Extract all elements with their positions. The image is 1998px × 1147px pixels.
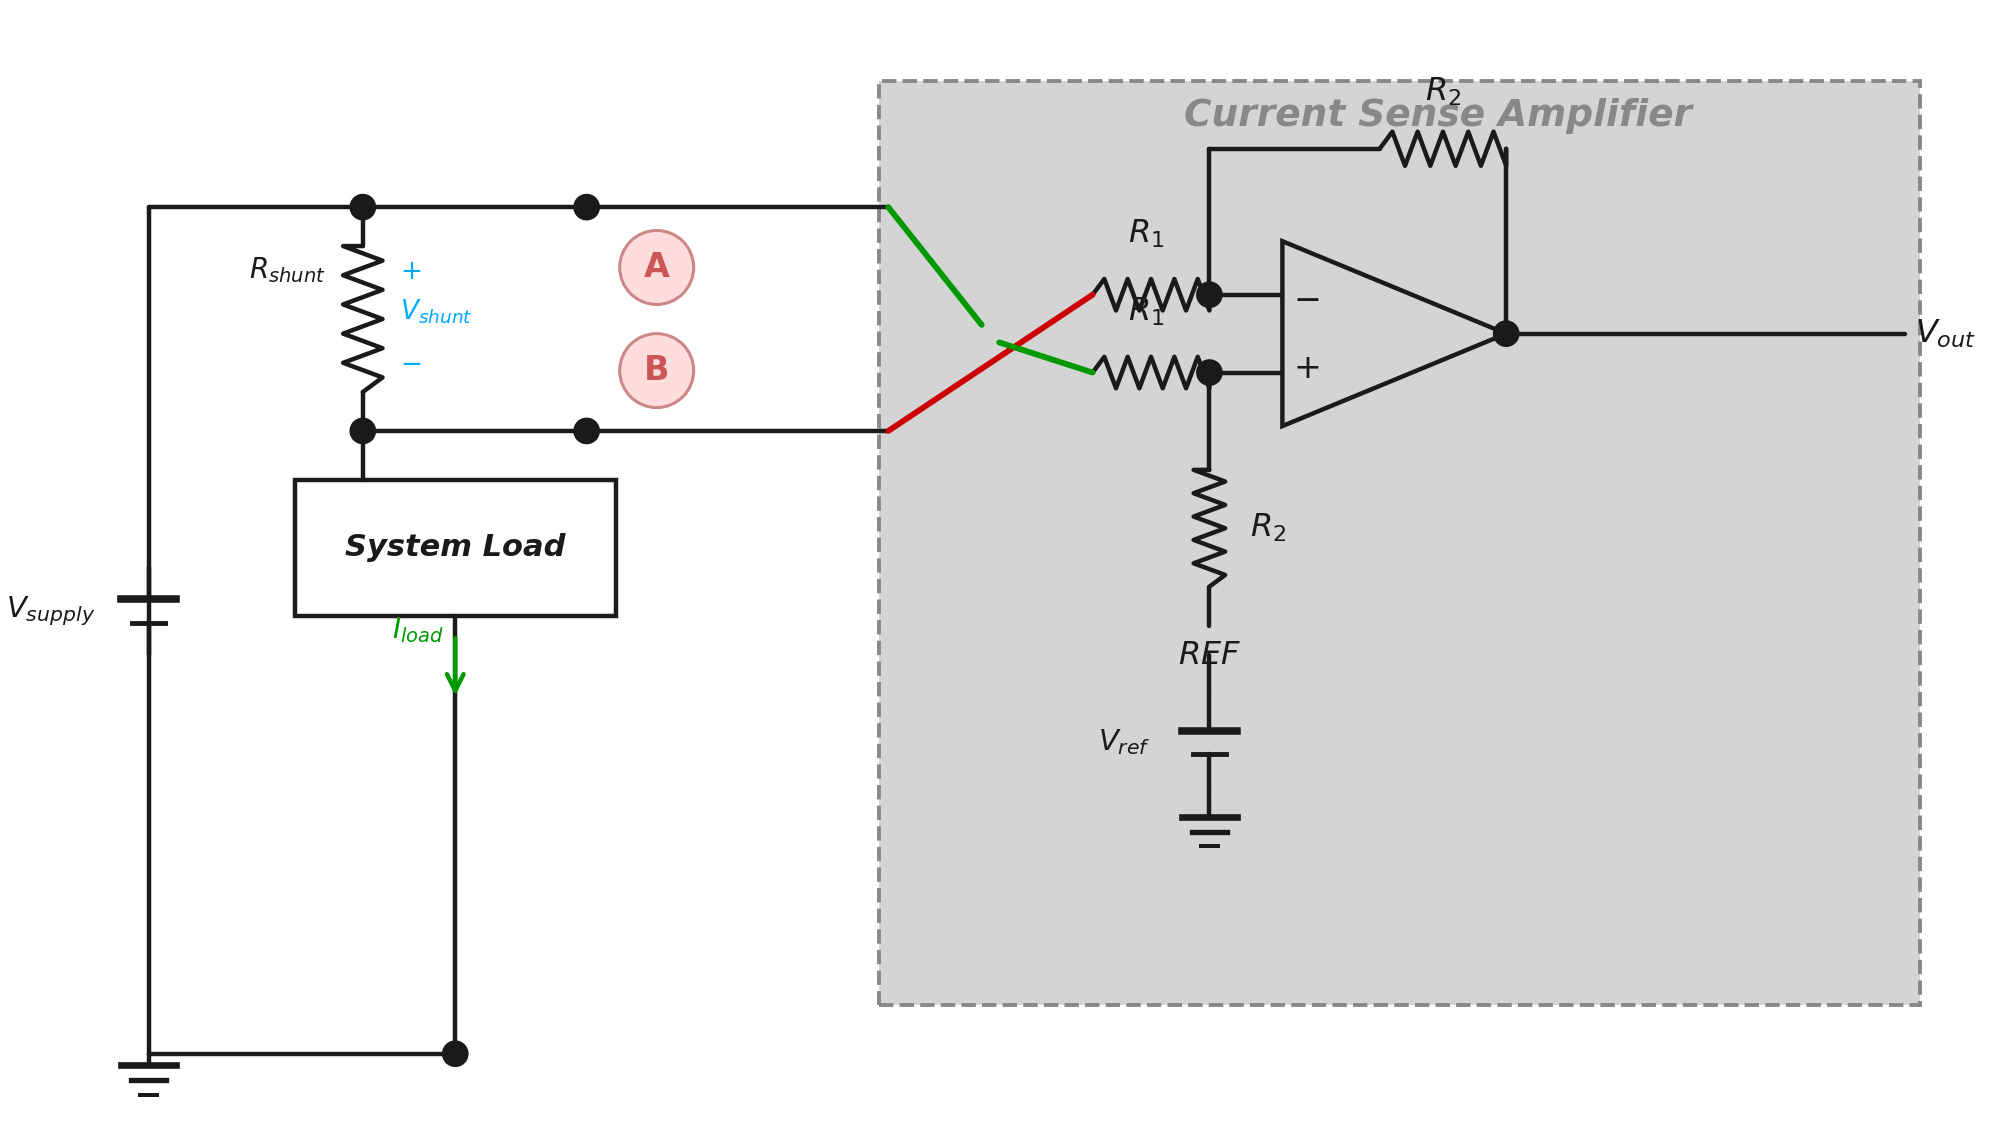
Circle shape [619,231,693,304]
Text: $-$: $-$ [400,350,422,376]
Bar [877,80,1918,1005]
Circle shape [1197,282,1221,307]
Text: B: B [643,354,669,387]
Text: $R_2$: $R_2$ [1249,512,1287,545]
Text: $V_{supply}$: $V_{supply}$ [6,594,96,627]
Circle shape [1197,360,1221,385]
Bar [294,479,615,616]
Text: $I_{load}$: $I_{load}$ [392,616,444,646]
Circle shape [442,1041,468,1067]
Text: $+$: $+$ [400,259,422,286]
Text: $R_1$: $R_1$ [1127,218,1163,250]
Circle shape [350,419,376,444]
Text: System Load: System Load [346,533,565,562]
Text: $V_{shunt}$: $V_{shunt}$ [400,297,472,326]
Text: $-$: $-$ [1293,282,1319,315]
Text: $R_2$: $R_2$ [1425,76,1461,108]
Text: $+$: $+$ [1293,352,1319,385]
Circle shape [1493,321,1518,346]
Circle shape [619,334,693,407]
Circle shape [573,419,599,444]
Text: A: A [643,251,669,284]
Text: $V_{ref}$: $V_{ref}$ [1097,727,1151,757]
Text: Current Sense Amplifier: Current Sense Amplifier [1183,99,1690,134]
Text: $V_{out}$: $V_{out}$ [1914,318,1976,350]
Text: $R_1$: $R_1$ [1127,296,1163,328]
Circle shape [350,195,376,220]
Text: $REF$: $REF$ [1177,640,1241,671]
Circle shape [573,195,599,220]
Text: $R_{shunt}$: $R_{shunt}$ [250,256,326,286]
